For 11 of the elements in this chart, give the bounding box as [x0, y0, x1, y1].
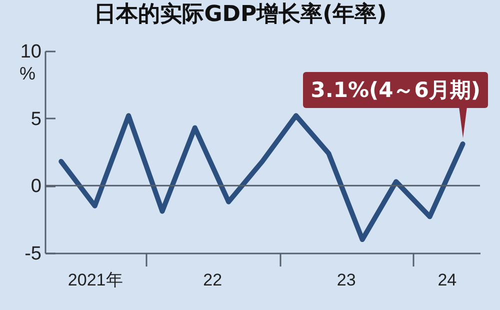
x-tick-label: 23: [336, 270, 356, 290]
y-tick-label: 10: [20, 42, 42, 62]
annotation: 3.1%(4～6月期): [302, 72, 488, 108]
chart-title: 日本的实际GDP增长率(年率): [94, 1, 387, 27]
y-tick-label: 5: [30, 108, 42, 130]
x-tick-label: 22: [203, 270, 222, 290]
y-axis-title: %: [19, 64, 36, 84]
y-tick-label: 0: [30, 176, 42, 198]
y-tick-label: -5: [24, 244, 42, 264]
x-tick-label: 24: [438, 270, 457, 290]
x-tick-label: 2021年: [68, 270, 123, 290]
